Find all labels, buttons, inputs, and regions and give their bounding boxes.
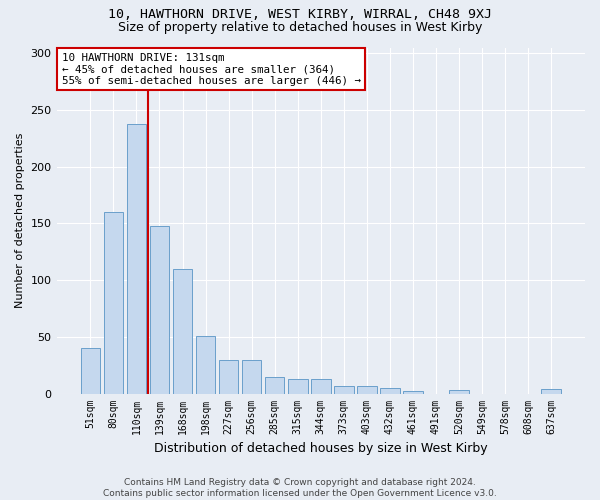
Text: Contains HM Land Registry data © Crown copyright and database right 2024.
Contai: Contains HM Land Registry data © Crown c… (103, 478, 497, 498)
Bar (334, 386, 353, 394)
Bar (80, 348, 100, 394)
Bar (127, 124, 146, 394)
Bar (149, 226, 169, 394)
Bar (541, 389, 561, 394)
Bar (449, 390, 469, 394)
X-axis label: Distribution of detached houses by size in West Kirby: Distribution of detached houses by size … (154, 442, 488, 455)
Bar (265, 376, 284, 394)
Bar (196, 336, 215, 394)
Text: 10, HAWTHORN DRIVE, WEST KIRBY, WIRRAL, CH48 9XJ: 10, HAWTHORN DRIVE, WEST KIRBY, WIRRAL, … (108, 8, 492, 20)
Bar (173, 268, 193, 394)
Bar (242, 360, 262, 394)
Text: 10 HAWTHORN DRIVE: 131sqm
← 45% of detached houses are smaller (364)
55% of semi: 10 HAWTHORN DRIVE: 131sqm ← 45% of detac… (62, 52, 361, 86)
Bar (403, 392, 423, 394)
Bar (104, 212, 123, 394)
Text: Size of property relative to detached houses in West Kirby: Size of property relative to detached ho… (118, 21, 482, 34)
Bar (288, 379, 308, 394)
Y-axis label: Number of detached properties: Number of detached properties (15, 133, 25, 308)
Bar (357, 386, 377, 394)
Bar (311, 379, 331, 394)
Bar (380, 388, 400, 394)
Bar (219, 360, 238, 394)
